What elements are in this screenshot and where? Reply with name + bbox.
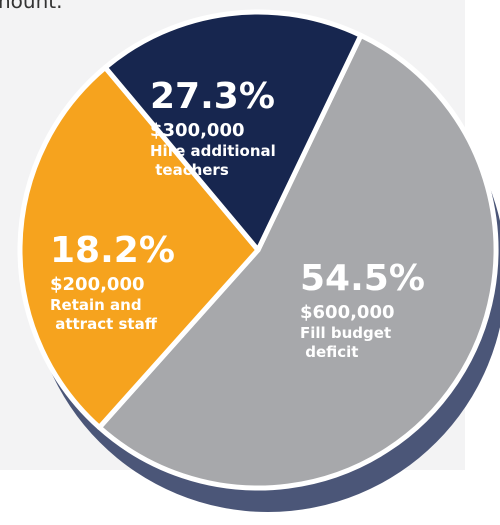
amount-label: $200,000	[50, 274, 145, 295]
pie-slice	[102, 9, 364, 253]
category-label: Fill budget deficit	[300, 324, 391, 361]
percent-label: 54.5%	[300, 258, 425, 299]
slices	[17, 9, 499, 491]
amount-label: $300,000	[150, 120, 245, 141]
percent-label: 18.2%	[50, 230, 175, 271]
percent-label: 27.3%	[150, 76, 275, 117]
pie-slice	[17, 64, 261, 430]
category-label: Retain and attract staff	[50, 296, 158, 333]
amount-label: $600,000	[300, 302, 395, 323]
annotation: nount.	[0, 0, 62, 13]
pie-slice	[96, 32, 499, 491]
category-label: Hire additional teachers	[150, 142, 276, 179]
